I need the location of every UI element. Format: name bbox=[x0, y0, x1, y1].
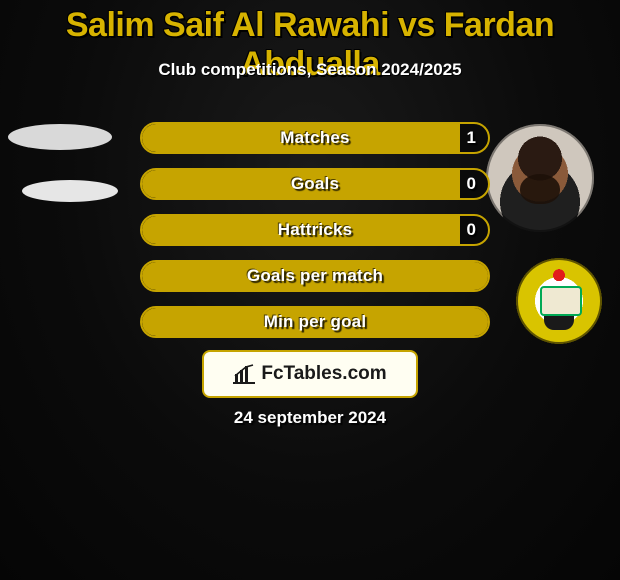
stat-bar-value: 0 bbox=[467, 170, 476, 198]
stat-bar-goals: Goals 0 bbox=[140, 168, 490, 200]
stat-bar-label: Goals bbox=[142, 170, 488, 198]
fctables-badge[interactable]: FcTables.com bbox=[202, 350, 418, 398]
page-subtitle: Club competitions, Season 2024/2025 bbox=[0, 60, 620, 80]
stat-bar-label: Goals per match bbox=[142, 262, 488, 290]
left-player-placeholder-1 bbox=[8, 124, 112, 150]
stat-bar-min-per-goal: Min per goal bbox=[140, 306, 490, 338]
stat-bar-goals-per-match: Goals per match bbox=[140, 260, 490, 292]
right-club-crest bbox=[516, 258, 602, 344]
stat-bars: Matches 1 Goals 0 Hattricks 0 Goals per … bbox=[140, 122, 490, 352]
stat-bar-label: Hattricks bbox=[142, 216, 488, 244]
left-player-placeholder-2 bbox=[22, 180, 118, 202]
bar-chart-icon bbox=[233, 364, 255, 384]
stat-bar-matches: Matches 1 bbox=[140, 122, 490, 154]
right-player-photo bbox=[486, 124, 594, 232]
stat-bar-value: 1 bbox=[467, 124, 476, 152]
stat-bar-value: 0 bbox=[467, 216, 476, 244]
fctables-badge-label: FcTables.com bbox=[261, 363, 386, 385]
stat-bar-label: Matches bbox=[142, 124, 488, 152]
stat-bar-hattricks: Hattricks 0 bbox=[140, 214, 490, 246]
comparison-date: 24 september 2024 bbox=[0, 408, 620, 428]
stat-bar-label: Min per goal bbox=[142, 308, 488, 336]
